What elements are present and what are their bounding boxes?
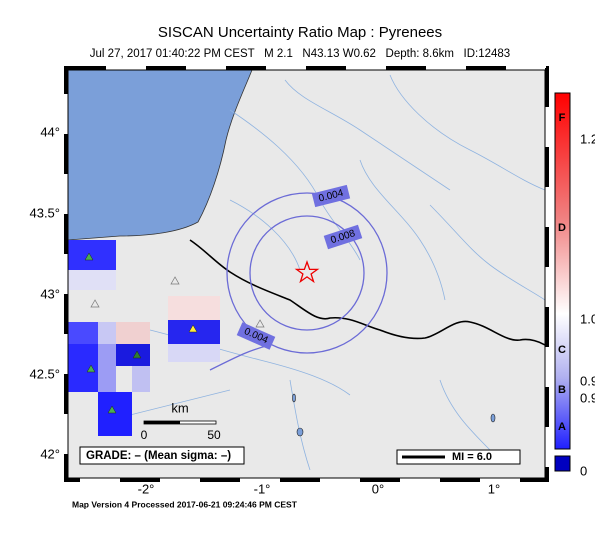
lat-labels: 44° 43.5° 43° 42.5° 42° <box>29 124 60 461</box>
contour <box>249 215 365 331</box>
station <box>170 276 180 285</box>
lat-label: 44° <box>40 124 60 139</box>
station <box>107 405 117 414</box>
station-cell <box>98 392 132 436</box>
contour <box>226 192 388 354</box>
colorbar-label: 0.9 <box>580 390 595 405</box>
lat-label: 42.5° <box>29 366 60 381</box>
scale-label: 0 <box>141 428 148 442</box>
grade-letter: A <box>558 421 566 433</box>
scale-unit: km <box>171 400 188 415</box>
station-cell <box>68 322 98 344</box>
station-cell <box>68 344 98 392</box>
river <box>439 379 491 451</box>
grades: F D C B A <box>558 112 566 433</box>
lat-label: 43° <box>40 286 60 301</box>
lon-label: -2° <box>138 481 155 496</box>
colorbar-label: 1.2 <box>580 131 595 146</box>
station-cells <box>68 240 220 436</box>
contour-label-box <box>236 322 276 350</box>
station <box>188 324 198 333</box>
mi: MI = 6.0 <box>452 451 492 463</box>
map-border <box>64 66 549 482</box>
epicenter <box>294 260 320 284</box>
station <box>86 364 96 373</box>
colorbar-label: 0.9 <box>580 373 595 388</box>
river <box>359 159 446 301</box>
lake <box>490 413 496 423</box>
contour-label-box <box>323 224 363 250</box>
lake <box>292 393 296 403</box>
grade-letter: F <box>559 112 566 124</box>
contours <box>209 192 388 371</box>
river <box>389 74 545 191</box>
lon-label: 1° <box>488 481 500 496</box>
contour-label: 0.004 <box>311 184 351 208</box>
station-cell <box>68 240 116 270</box>
lon-labels: -2° -1° 0° 1° <box>138 481 501 496</box>
river <box>284 79 451 191</box>
scale-bar <box>144 421 180 424</box>
title: SISCAN Uncertainty Ratio Map : Pyrenees <box>158 24 442 41</box>
lon-label: 0° <box>372 481 384 496</box>
grade-letter: B <box>558 384 566 396</box>
station-cell <box>116 322 150 344</box>
colorbar: F D C B A 1.2 1.0 0.9 0.9 0 <box>554 92 595 478</box>
subtitle: Jul 27, 2017 01:40:22 PM CEST M 2.1 N43.… <box>90 48 510 60</box>
ocean <box>68 70 253 241</box>
lat-label: 42° <box>40 446 60 461</box>
river <box>289 379 311 471</box>
lon-label: -1° <box>254 481 271 496</box>
contour-label-box <box>311 184 351 208</box>
stations <box>84 252 265 414</box>
colorbar-label: 1.0 <box>580 311 595 326</box>
lake <box>296 427 304 437</box>
colorbar-gradient <box>554 92 571 450</box>
scale-bar: km 0 50 <box>141 400 221 442</box>
grade-letter: D <box>558 222 566 234</box>
station-cell <box>98 344 116 392</box>
station-cell <box>98 322 116 344</box>
station-cell <box>116 344 150 366</box>
colorbar-labels: 1.2 1.0 0.9 0.9 0 <box>580 131 595 478</box>
map: 0.004 0.008 0.004 km 0 50 GRADE: – (Mean… <box>68 70 545 478</box>
lat-label: 43.5° <box>29 205 60 220</box>
mi-box <box>396 449 521 465</box>
scale-label: 50 <box>207 428 221 442</box>
station-cell <box>132 366 150 392</box>
river <box>429 204 545 301</box>
station <box>255 319 265 328</box>
border <box>189 239 545 346</box>
station <box>90 299 100 308</box>
station <box>84 252 94 261</box>
grade-letter: C <box>558 344 566 356</box>
station-cell <box>168 296 220 320</box>
footer: Map Version 4 Processed 2017-06-21 09:24… <box>72 499 298 509</box>
river <box>229 199 301 271</box>
grade-box <box>79 446 245 465</box>
station-cell <box>68 270 116 290</box>
grade: GRADE: – (Mean sigma: –) <box>86 450 231 462</box>
lakes <box>292 393 496 437</box>
contour-label: 0.008 <box>323 224 363 250</box>
station <box>132 350 142 359</box>
colorbar-zero <box>554 455 571 472</box>
station-cell <box>168 344 220 362</box>
colorbar-label: 0 <box>580 463 587 478</box>
